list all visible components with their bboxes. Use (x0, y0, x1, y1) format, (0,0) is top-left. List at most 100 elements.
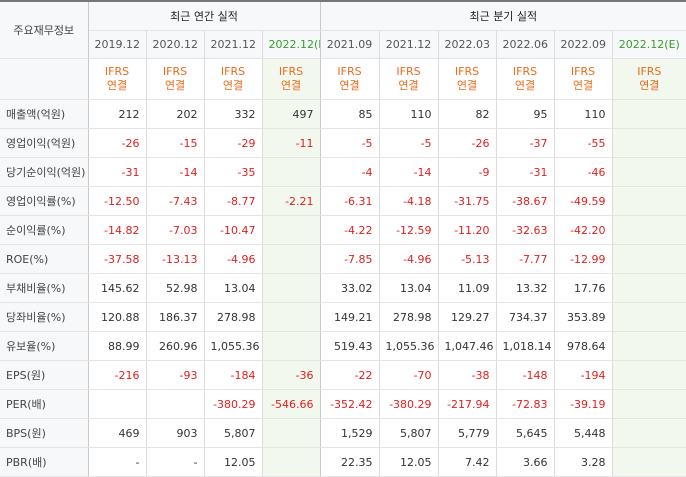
table-cell: 17.76 (554, 273, 613, 303)
table-cell: -93 (146, 360, 205, 390)
table-cell: 332 (204, 99, 263, 129)
table-cell: -546.66 (262, 389, 321, 419)
table-cell: -5 (320, 128, 380, 158)
table-row: ROE(%) -37.58 -13.13 -4.96 -7.85 -4.96 -5.13 -7… (0, 244, 686, 274)
table-row: 매출액(억원) 212 202 332 497 85 110 82 95 110 (0, 99, 686, 129)
ifrs-cell: IFRS 연결 (146, 58, 205, 100)
table-cell: 13.32 (496, 273, 555, 303)
ifrs-cell: IFRS 연결 (496, 58, 555, 100)
table-cell (262, 418, 321, 448)
table-cell (88, 389, 147, 419)
table-cell: 13.04 (204, 273, 263, 303)
table-row: 당기순이익(억원) -31 -14 -35 -4 -14 -9 -31 -46 (0, 157, 686, 187)
table-cell: 52.98 (146, 273, 205, 303)
table-cell: 278.98 (204, 302, 263, 332)
row-label: 당좌비율(%) (0, 302, 89, 332)
period-header: 2022.09 (554, 30, 613, 59)
table-cell: -55 (554, 128, 613, 158)
table-cell: -10.47 (204, 215, 263, 245)
table-cell: 1,055.36 (204, 331, 263, 361)
table-cell: -32.63 (496, 215, 555, 245)
row-label: 당기순이익(억원) (0, 157, 89, 187)
table-cell: -380.29 (204, 389, 263, 419)
ifrs-standard-text: IFRS (337, 65, 362, 78)
table-cell (612, 389, 686, 419)
table-cell: -49.59 (554, 186, 613, 216)
row-label: 매출액(억원) (0, 99, 89, 129)
ifrs-cell: IFRS 연결 (204, 58, 263, 100)
quarter-group-header: 최근 분기 실적 (320, 0, 686, 31)
table-cell: 82 (438, 99, 497, 129)
ifrs-cell: IFRS 연결 (320, 58, 380, 100)
ifrs-label-cell (0, 58, 89, 100)
table-cell: 260.96 (146, 331, 205, 361)
table-cell: - (88, 447, 147, 477)
table-row: PER(배) -380.29 -546.66 -352.42 -380.29 -217.9… (0, 389, 686, 419)
ifrs-cell: IFRS 연결 (262, 58, 321, 100)
table-cell: -15 (146, 128, 205, 158)
row-label-header: 주요재무정보 (0, 0, 89, 59)
consolidated-text: 연결 (106, 79, 128, 92)
ifrs-cell: IFRS 연결 (88, 58, 147, 100)
table-cell: -35 (204, 157, 263, 187)
table-cell: 33.02 (320, 273, 380, 303)
table-cell: -5 (379, 128, 439, 158)
table-cell: 95 (496, 99, 555, 129)
consolidated-text: 연결 (456, 79, 478, 92)
table-cell (262, 273, 321, 303)
table-cell (612, 244, 686, 274)
period-header: 2019.12 (88, 30, 147, 59)
accounting-standard-row: IFRS 연결 IFRS 연결 IFRS 연결 IFRS 연결 IFRS 연결 IFRS 연결 IFRS… (0, 58, 686, 100)
table-cell: 85 (320, 99, 380, 129)
table-cell: 1,055.36 (379, 331, 439, 361)
table-cell: 978.64 (554, 331, 613, 361)
table-cell: 497 (262, 99, 321, 129)
table-cell: -14 (379, 157, 439, 187)
table-cell: -29 (204, 128, 263, 158)
table-row: 영업이익률(%) -12.50 -7.43 -8.77 -2.21 -6.31 -4.18-… (0, 186, 686, 216)
row-label: 영업이익률(%) (0, 186, 89, 216)
table-cell: 7.42 (438, 447, 497, 477)
table-cell: 5,807 (204, 418, 263, 448)
table-cell (612, 302, 686, 332)
period-header-estimate: 2022.12(E) (262, 30, 321, 59)
table-cell (612, 186, 686, 216)
table-cell: - (146, 447, 205, 477)
table-cell (262, 157, 321, 187)
table-cell: 5,645 (496, 418, 555, 448)
table-cell: 903 (146, 418, 205, 448)
consolidated-text: 연결 (222, 79, 244, 92)
table-cell: -37.58 (88, 244, 147, 274)
table-cell: -31.75 (438, 186, 497, 216)
consolidated-text: 연결 (164, 79, 186, 92)
table-cell: -12.59 (379, 215, 439, 245)
table-cell: -31 (496, 157, 555, 187)
table-cell: -9 (438, 157, 497, 187)
table-cell: 3.66 (496, 447, 555, 477)
table-cell (612, 128, 686, 158)
period-header: 2022.03 (438, 30, 497, 59)
table-row: 순이익률(%) -14.82 -7.03 -10.47 -4.22 -12.59 -11.2… (0, 215, 686, 245)
table-row: PBR(배) - -12.05 22.35 12.05 7.42 3.66 3.28 (0, 447, 686, 477)
table-cell: -14.82 (88, 215, 147, 245)
row-label: 유보율(%) (0, 331, 89, 361)
table-cell (146, 389, 205, 419)
table-cell: 13.04 (379, 273, 439, 303)
table-cell: -38.67 (496, 186, 555, 216)
table-cell: -37 (496, 128, 555, 158)
table-cell: -38 (438, 360, 497, 390)
table-cell: -4.22 (320, 215, 380, 245)
row-label: 순이익률(%) (0, 215, 89, 245)
table-cell: 88.99 (88, 331, 147, 361)
table-cell: -72.83 (496, 389, 555, 419)
ifrs-standard-text: IFRS (512, 65, 538, 78)
table-cell: 1,529 (320, 418, 380, 448)
table-cell: 149.21 (320, 302, 380, 332)
table-cell: -14 (146, 157, 205, 187)
period-header: 2022.06 (496, 30, 555, 59)
table-cell (262, 331, 321, 361)
table-cell: -352.42 (320, 389, 380, 419)
table-cell: -217.94 (438, 389, 497, 419)
table-cell: -26 (88, 128, 147, 158)
ifrs-standard-text: IFRS (637, 65, 662, 78)
